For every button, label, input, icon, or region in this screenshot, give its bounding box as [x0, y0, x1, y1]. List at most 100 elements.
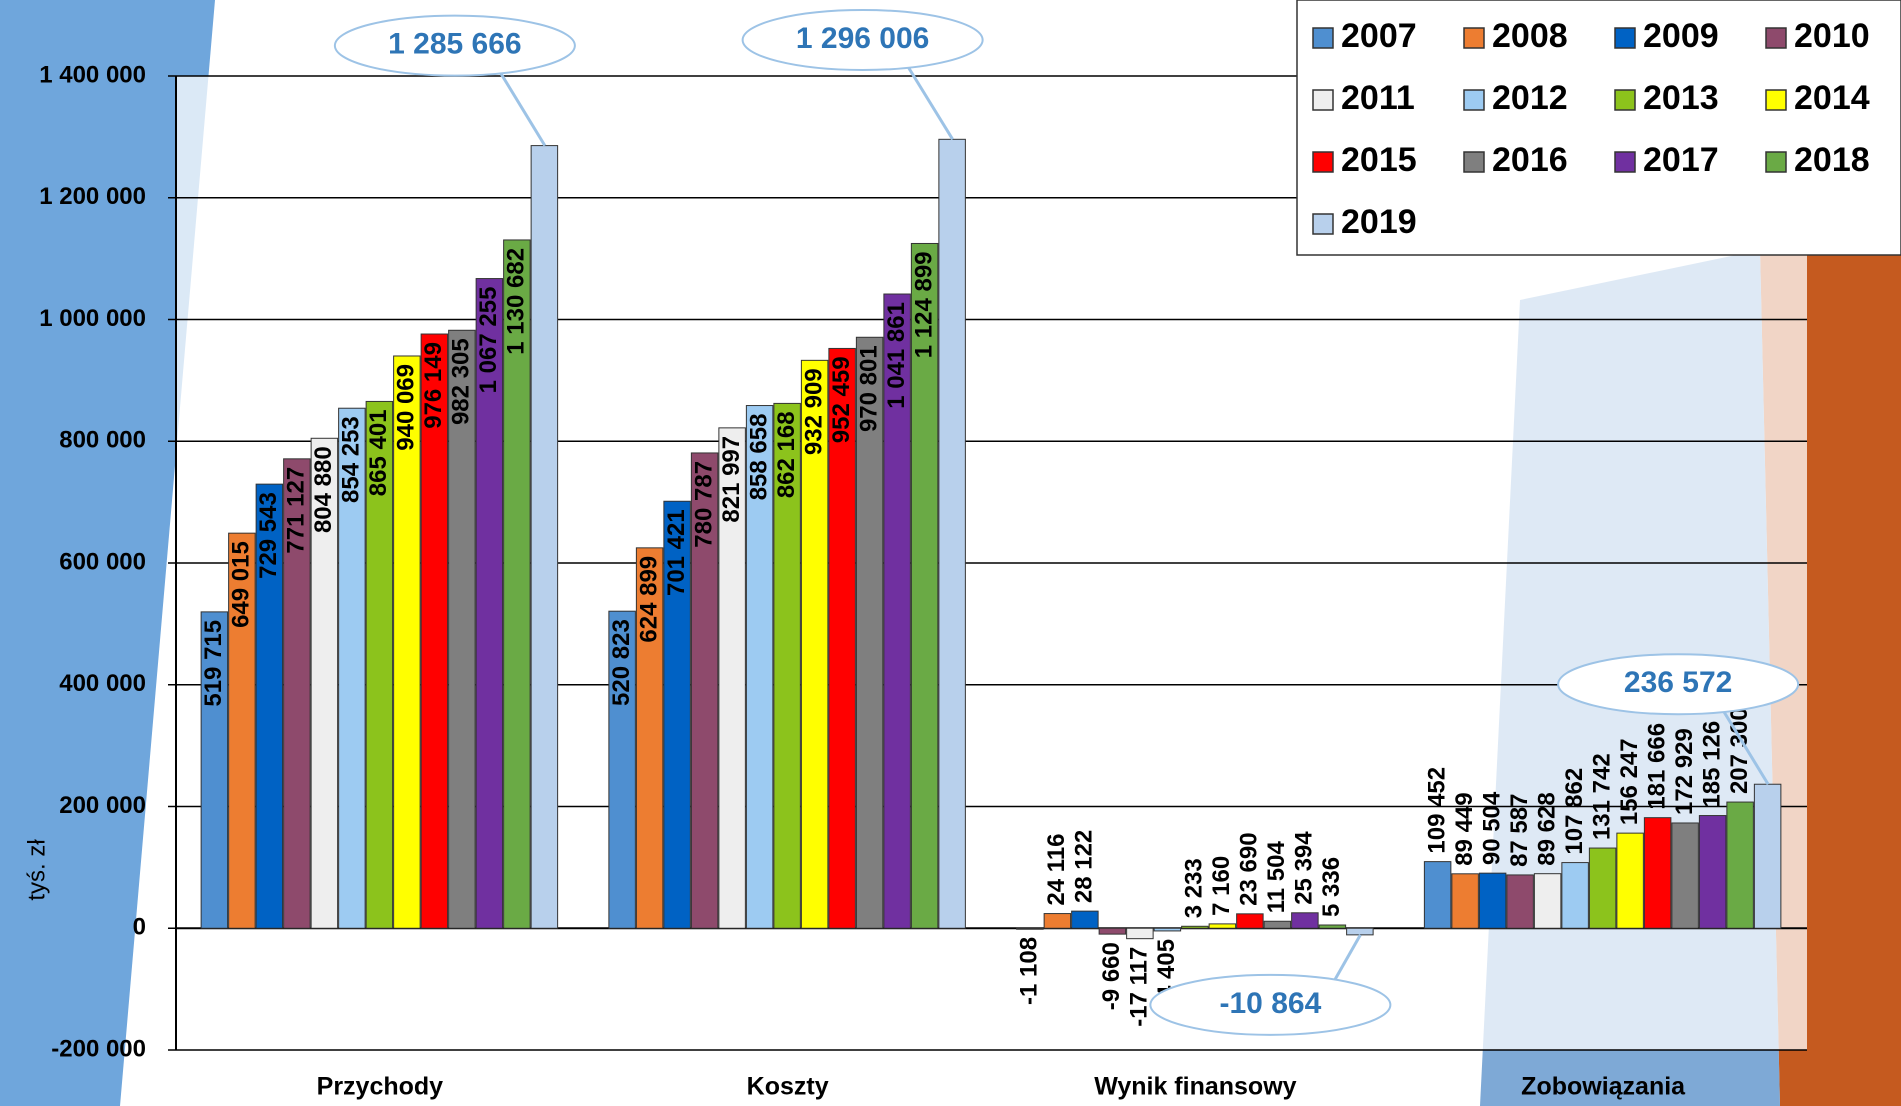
legend-label: 2013 [1643, 79, 1719, 117]
data-label: 131 742 [1588, 753, 1615, 840]
bar [828, 347, 856, 929]
y-tick-label: 1 400 000 [39, 61, 146, 88]
legend-swatch [1463, 27, 1485, 49]
data-label: 520 823 [608, 619, 635, 706]
bar [1263, 920, 1292, 929]
data-label: 976 149 [420, 342, 447, 429]
data-label: 858 658 [745, 414, 772, 501]
legend-label: 2008 [1492, 17, 1568, 55]
callout-pointer [901, 57, 954, 141]
data-label: 1 296 006 [796, 22, 929, 55]
legend-swatch [1312, 27, 1334, 49]
legend-label: 2011 [1341, 79, 1415, 117]
bar [608, 610, 636, 929]
data-label: 172 929 [1671, 728, 1698, 815]
y-tick-label: -200 000 [51, 1035, 146, 1062]
bar [393, 355, 421, 929]
bar [718, 427, 746, 929]
legend-label: 2017 [1643, 141, 1719, 179]
legend-swatch [1312, 213, 1334, 235]
callout [1557, 653, 1800, 716]
data-label: 821 997 [718, 436, 745, 523]
bar [1016, 927, 1044, 930]
data-label: 1 285 666 [388, 28, 521, 61]
x-tick-label: Wynik finansowy [1094, 1073, 1296, 1101]
bar [745, 405, 774, 929]
data-label: 1 124 899 [910, 251, 937, 358]
data-label: 649 015 [228, 541, 255, 628]
bar [503, 239, 531, 929]
legend-swatch [1463, 151, 1485, 173]
data-label: 181 666 [1643, 723, 1670, 810]
data-label: 624 899 [635, 556, 662, 643]
data-label: 865 401 [365, 409, 392, 496]
bar [1126, 927, 1154, 940]
data-label: 804 880 [310, 446, 337, 533]
bar [1506, 874, 1534, 929]
data-label: -17 117 [1126, 947, 1153, 1027]
legend-swatch [1614, 89, 1636, 111]
data-label: 952 459 [828, 356, 855, 443]
y-tick-label: 0 [133, 914, 146, 941]
bar [1451, 873, 1479, 929]
legend-swatch [1312, 151, 1334, 173]
legend-swatch [1765, 151, 1787, 173]
bar [1671, 822, 1699, 929]
y-tick-label: 400 000 [59, 670, 146, 697]
data-label: 90 504 [1478, 791, 1505, 865]
data-label: 970 801 [855, 345, 882, 432]
bar [1588, 847, 1617, 929]
data-label: 729 543 [255, 492, 282, 579]
bar [1098, 927, 1127, 935]
data-label: 28 122 [1071, 830, 1098, 903]
data-label: 156 247 [1616, 738, 1643, 825]
data-label: 23 690 [1236, 832, 1263, 905]
data-label: 5 336 [1318, 857, 1345, 917]
data-label: 11 504 [1263, 841, 1290, 914]
decor-left [0, 0, 215, 1106]
bar [1043, 913, 1072, 929]
bar [1153, 927, 1182, 932]
data-label: 1 041 861 [883, 302, 910, 409]
y-axis-label: tyś. zł [23, 839, 50, 901]
bar [663, 500, 691, 929]
legend-label: 2015 [1341, 141, 1417, 179]
bar [1291, 912, 1319, 929]
x-tick-label: Przychody [317, 1073, 444, 1101]
legend-swatch [1614, 151, 1636, 173]
callout [333, 14, 576, 77]
bar [420, 333, 449, 929]
bar [690, 452, 719, 929]
callout [1149, 973, 1392, 1036]
bar [1181, 925, 1209, 929]
bar [883, 293, 911, 929]
bar [228, 532, 256, 929]
bar [773, 402, 801, 929]
data-label: 519 715 [200, 620, 227, 707]
data-label: -1 108 [1016, 937, 1043, 1005]
data-label: -9 660 [1098, 942, 1125, 1010]
data-label: 109 452 [1423, 767, 1450, 854]
y-tick-label: 1 200 000 [39, 183, 146, 210]
data-label: 854 253 [338, 416, 365, 503]
data-label: 7 160 [1208, 856, 1235, 916]
legend-swatch [1463, 89, 1485, 111]
bar [800, 359, 829, 929]
y-tick-label: 1 000 000 [39, 305, 146, 332]
legend-label: 2007 [1341, 17, 1417, 55]
bar [1208, 923, 1237, 929]
y-tick-label: 200 000 [59, 792, 146, 819]
bar [1423, 861, 1452, 929]
bar [1346, 927, 1374, 936]
y-tick-label: 600 000 [59, 548, 146, 575]
data-label: 185 126 [1698, 721, 1725, 808]
legend-label: 2014 [1794, 79, 1870, 117]
data-label: -10 864 [1220, 987, 1322, 1020]
bar [1236, 913, 1264, 929]
data-label: 87 587 [1506, 794, 1533, 867]
bar [1533, 873, 1562, 929]
bar [448, 329, 476, 929]
data-label: 24 116 [1043, 833, 1070, 905]
data-label: 1 130 682 [503, 248, 530, 355]
